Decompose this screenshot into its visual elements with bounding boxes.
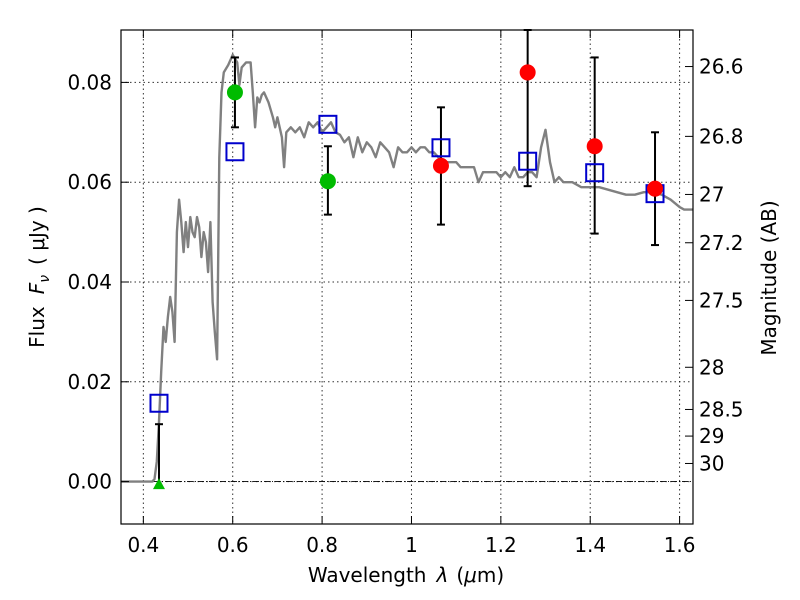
y-axis-title-text: Flux [25, 306, 49, 348]
y-axis-title-symbol: F [25, 282, 49, 294]
x-tick-label: 1.2 [485, 533, 517, 557]
y-tick-label: 0.08 [67, 70, 112, 94]
y-tick-label: 0.00 [67, 470, 112, 494]
upper-limit-marker-0 [152, 478, 165, 490]
data-point-0-1 [319, 173, 336, 190]
right-axis-title: Magnitude (AB) [757, 200, 781, 355]
right-tick-label: 30 [699, 451, 724, 475]
x-tick-label: 1.4 [574, 533, 606, 557]
x-tick-label: 0.8 [306, 533, 338, 557]
model-square-1 [225, 142, 245, 162]
y-axis-title-subscript: ν [37, 275, 53, 283]
y-tick-label: 0.06 [67, 170, 112, 194]
data-point-1-1 [519, 64, 536, 81]
data-point-1-2 [586, 138, 603, 155]
right-tick-label: 26.6 [699, 55, 744, 79]
x-axis-title-mu: μ [463, 563, 477, 587]
right-tick-label: 29 [699, 424, 724, 448]
x-tick-labels: 0.4 0.6 0.8 1 1.2 1.4 1.6 [127, 533, 695, 557]
right-tick-label: 27.5 [699, 288, 744, 312]
right-tick-label: 27 [699, 182, 724, 206]
x-tick-label: 1 [405, 533, 418, 557]
observed-points [152, 64, 664, 490]
model-square-2 [318, 114, 338, 134]
model-photometry-squares [149, 114, 665, 413]
y-tick-label: 0.02 [67, 370, 112, 394]
data-point-1-0 [432, 157, 449, 174]
model-square-5 [585, 163, 605, 183]
x-tick-label: 1.6 [664, 533, 696, 557]
y-tick-label: 0.04 [67, 270, 112, 294]
x-axis-title-symbol: λ [435, 563, 448, 587]
right-tick-label: 27.2 [699, 231, 744, 255]
y-axis-title-unit: ( μJy ) [25, 206, 49, 265]
y-tick-labels: 0.00 0.02 0.04 0.06 0.08 [67, 70, 112, 493]
right-tick-label: 28 [699, 355, 724, 379]
axis-ticks [121, 30, 693, 524]
right-tick-label: 26.8 [699, 124, 744, 148]
x-axis-title-open: ( [456, 563, 464, 587]
right-tick-labels: 26.6 26.8 27 27.2 27.5 28 28.5 29 30 [699, 55, 744, 476]
model-square-0 [149, 393, 169, 413]
grid-lines [121, 30, 693, 524]
data-point-1-3 [647, 180, 664, 197]
model-square-3 [431, 138, 451, 158]
x-tick-label: 0.6 [217, 533, 249, 557]
plot-frame [120, 29, 694, 525]
model-spectrum-line [121, 53, 693, 483]
data-point-0-0 [226, 84, 243, 101]
x-axis-title-text: Wavelength [308, 563, 427, 587]
model-square-4 [518, 151, 538, 171]
right-tick-label: 28.5 [699, 397, 744, 421]
y-axis-title: Flux Fν ( μJy ) [25, 206, 53, 348]
x-axis-title-unit: m) [477, 563, 504, 587]
x-axis-title: Wavelength λ (μm) [308, 563, 504, 587]
x-tick-label: 0.4 [127, 533, 159, 557]
plot-area [121, 29, 693, 490]
